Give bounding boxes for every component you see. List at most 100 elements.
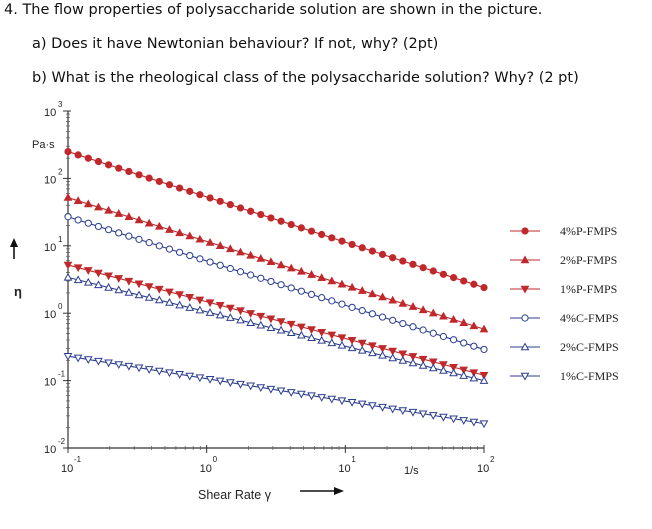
y-tick-label: 10 xyxy=(44,174,56,186)
y-tick-exponent: 3 xyxy=(58,100,63,109)
data-point xyxy=(337,279,347,288)
data-point xyxy=(226,264,234,273)
x-tick-label: 10 xyxy=(61,463,73,475)
series-2%C-FMPS xyxy=(63,272,489,384)
data-point xyxy=(104,282,113,291)
data-point xyxy=(428,308,438,317)
legend-label: 4%C-FMPS xyxy=(560,311,619,325)
data-point xyxy=(328,234,336,242)
data-point xyxy=(73,196,83,205)
data-point xyxy=(176,184,184,192)
data-point xyxy=(378,250,387,259)
data-point xyxy=(307,270,316,278)
data-point xyxy=(469,373,479,382)
data-point xyxy=(287,220,295,229)
data-point xyxy=(236,315,245,324)
data-point xyxy=(64,147,72,156)
x-arrow-icon xyxy=(300,487,344,495)
data-point xyxy=(115,229,123,237)
data-point xyxy=(449,415,458,424)
data-point xyxy=(328,297,336,305)
series-layer xyxy=(63,147,489,429)
data-point xyxy=(368,342,377,351)
data-point xyxy=(459,366,469,375)
data-point xyxy=(104,272,113,281)
data-point xyxy=(318,230,326,239)
data-point xyxy=(104,226,113,234)
data-point xyxy=(154,285,164,294)
data-point xyxy=(388,405,398,414)
data-point xyxy=(256,384,266,392)
data-point xyxy=(225,313,235,321)
data-point xyxy=(144,283,154,291)
data-point xyxy=(398,355,408,364)
data-point xyxy=(225,304,235,313)
data-point xyxy=(114,209,124,217)
data-point xyxy=(418,305,428,314)
data-point xyxy=(388,295,398,304)
data-point xyxy=(347,398,357,407)
y-tick-exponent: 0 xyxy=(58,302,63,311)
data-point xyxy=(368,247,376,255)
x-tick-label: 10 xyxy=(477,463,489,475)
data-point xyxy=(236,307,245,316)
data-point xyxy=(408,408,418,417)
y-arrow-icon xyxy=(10,238,18,259)
data-point xyxy=(225,244,235,253)
data-point xyxy=(104,161,113,169)
data-point xyxy=(277,217,285,225)
data-point xyxy=(337,334,347,343)
question-part-b: b) What is the rheological class of the … xyxy=(32,70,579,86)
data-point xyxy=(388,353,398,362)
data-point xyxy=(134,215,144,224)
data-point xyxy=(185,293,195,302)
data-point xyxy=(257,274,265,282)
data-point xyxy=(317,335,327,344)
data-point xyxy=(215,302,225,310)
data-point xyxy=(429,267,437,275)
data-point xyxy=(378,350,387,359)
data-point xyxy=(449,368,458,377)
y-tick-label: 10 xyxy=(44,444,56,456)
data-point xyxy=(247,207,255,215)
data-point xyxy=(469,321,479,330)
legend-marker xyxy=(520,372,530,381)
data-point xyxy=(389,316,397,324)
data-point xyxy=(297,390,306,399)
x-tick-exponent: -1 xyxy=(74,455,82,464)
data-point xyxy=(135,171,143,179)
data-point xyxy=(307,227,316,235)
data-point xyxy=(186,251,194,260)
data-point xyxy=(347,282,357,291)
data-point xyxy=(206,258,214,266)
data-point xyxy=(175,371,184,379)
data-point xyxy=(175,228,184,237)
data-point xyxy=(205,308,215,316)
data-point xyxy=(94,269,103,278)
data-point xyxy=(357,339,367,348)
data-point xyxy=(124,287,134,296)
data-point xyxy=(449,336,458,344)
y-axis-unit: Pa·s xyxy=(32,139,55,151)
data-point xyxy=(83,356,93,365)
data-point xyxy=(165,245,174,253)
data-point xyxy=(358,306,366,315)
y-tick-exponent: -1 xyxy=(58,370,66,379)
data-point xyxy=(124,277,134,286)
legend-label: 2%C-FMPS xyxy=(560,340,619,354)
data-point xyxy=(276,387,286,396)
data-point xyxy=(266,385,276,394)
data-point xyxy=(378,313,387,321)
data-point xyxy=(368,348,377,357)
data-point xyxy=(459,417,469,425)
data-point xyxy=(165,288,174,297)
data-point xyxy=(439,413,448,422)
data-point xyxy=(267,214,275,222)
data-point xyxy=(144,366,154,374)
data-point xyxy=(439,332,448,341)
series-4%C-FMPS xyxy=(64,213,488,354)
data-point xyxy=(399,257,407,265)
y-tick-label: 10 xyxy=(44,377,56,389)
